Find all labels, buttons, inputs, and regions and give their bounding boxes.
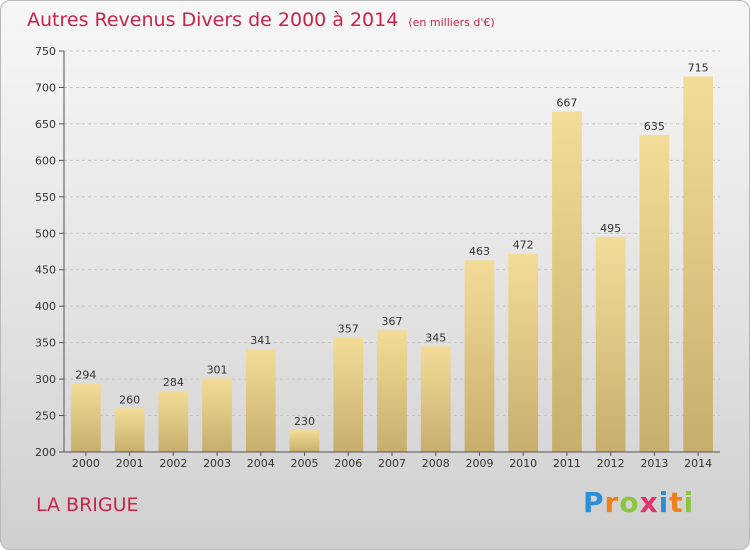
bar-2000 (70, 383, 101, 452)
y-tick-label: 650 (35, 118, 56, 131)
y-axis: 200 250 300 350 400 450 500 550 600 650 700 750 (35, 45, 65, 459)
x-tick-label-2012: 2012 (597, 457, 625, 470)
value-label-2004: 341 (250, 334, 271, 347)
bar-2003 (202, 378, 232, 452)
value-label-2008: 345 (425, 331, 446, 344)
proxiti-logo: Proxiti (583, 486, 694, 519)
y-tick-label: 600 (35, 154, 56, 167)
bar-2008 (420, 346, 451, 452)
y-tick-label: 250 (35, 410, 56, 423)
value-label-2009: 463 (469, 245, 490, 258)
y-tick-label: 550 (35, 191, 56, 204)
logo-letter: P (583, 486, 605, 519)
bar-2007 (377, 330, 407, 452)
logo-letter: x (639, 486, 659, 519)
bars: 294 260 284 301 341 230 357 367 345 463 472 667 495 6… (70, 62, 714, 453)
bar-2014 (683, 76, 714, 452)
x-tick-label-2008: 2008 (422, 457, 450, 470)
y-tick-label: 350 (35, 337, 56, 350)
y-tick-label: 300 (35, 373, 56, 386)
y-tick-label: 200 (35, 446, 56, 459)
value-label-2006: 357 (338, 323, 359, 336)
logo-letter: r (604, 486, 620, 519)
value-label-2011: 667 (556, 97, 577, 110)
x-tick-label-2006: 2006 (334, 457, 362, 470)
value-label-2007: 367 (382, 315, 403, 328)
bar-2010 (508, 253, 539, 452)
value-label-2003: 301 (207, 363, 228, 376)
chart-title-text: Autres Revenus Divers de 2000 à 2014 (27, 9, 399, 31)
value-label-2001: 260 (119, 393, 140, 406)
x-tick-label-2002: 2002 (159, 457, 187, 470)
bar-2012 (595, 236, 626, 452)
value-label-2012: 495 (600, 222, 621, 235)
bar-2011 (552, 111, 582, 453)
x-tick-label-2009: 2009 (465, 457, 493, 470)
y-tick-label: 500 (35, 227, 56, 240)
x-tick-label-2005: 2005 (291, 457, 319, 470)
bar-2002 (158, 390, 189, 452)
logo-letter: t (669, 486, 684, 519)
x-tick-label-2013: 2013 (640, 457, 668, 470)
logo-letter: i (683, 486, 695, 519)
bar-2013 (639, 134, 670, 452)
chart-title: Autres Revenus Divers de 2000 à 2014 (en… (27, 9, 495, 31)
place-name: LA BRIGUE (36, 494, 139, 516)
value-label-2005: 230 (294, 415, 315, 428)
value-label-2000: 294 (75, 368, 96, 381)
bar-2001 (114, 408, 145, 452)
y-tick-label: 450 (35, 264, 56, 277)
logo-letter: o (619, 486, 640, 519)
y-tick-label: 700 (35, 81, 56, 94)
logo-letter: i (658, 486, 670, 519)
bar-2009 (464, 260, 495, 452)
value-label-2010: 472 (513, 239, 534, 252)
bar-2005 (289, 430, 320, 452)
value-label-2002: 284 (163, 376, 184, 389)
y-tick-label: 750 (35, 45, 56, 58)
x-tick-label-2001: 2001 (116, 457, 144, 470)
value-label-2014: 715 (688, 62, 709, 75)
y-tick-label: 400 (35, 300, 56, 313)
x-tick-label-2007: 2007 (378, 457, 406, 470)
x-tick-label-2011: 2011 (553, 457, 581, 470)
bar-2004 (245, 349, 276, 452)
x-tick-label-2003: 2003 (203, 457, 231, 470)
bar-2006 (333, 337, 364, 452)
x-tick-label-2004: 2004 (247, 457, 275, 470)
value-label-2013: 635 (644, 120, 665, 133)
x-tick-label-2010: 2010 (509, 457, 537, 470)
x-tick-label-2014: 2014 (684, 457, 712, 470)
chart-subtitle: (en milliers d'€) (408, 16, 495, 29)
x-tick-label-2000: 2000 (72, 457, 100, 470)
x-axis: 2000 2001 2002 2003 2004 2005 2006 2007 2008 2009… (64, 451, 720, 470)
